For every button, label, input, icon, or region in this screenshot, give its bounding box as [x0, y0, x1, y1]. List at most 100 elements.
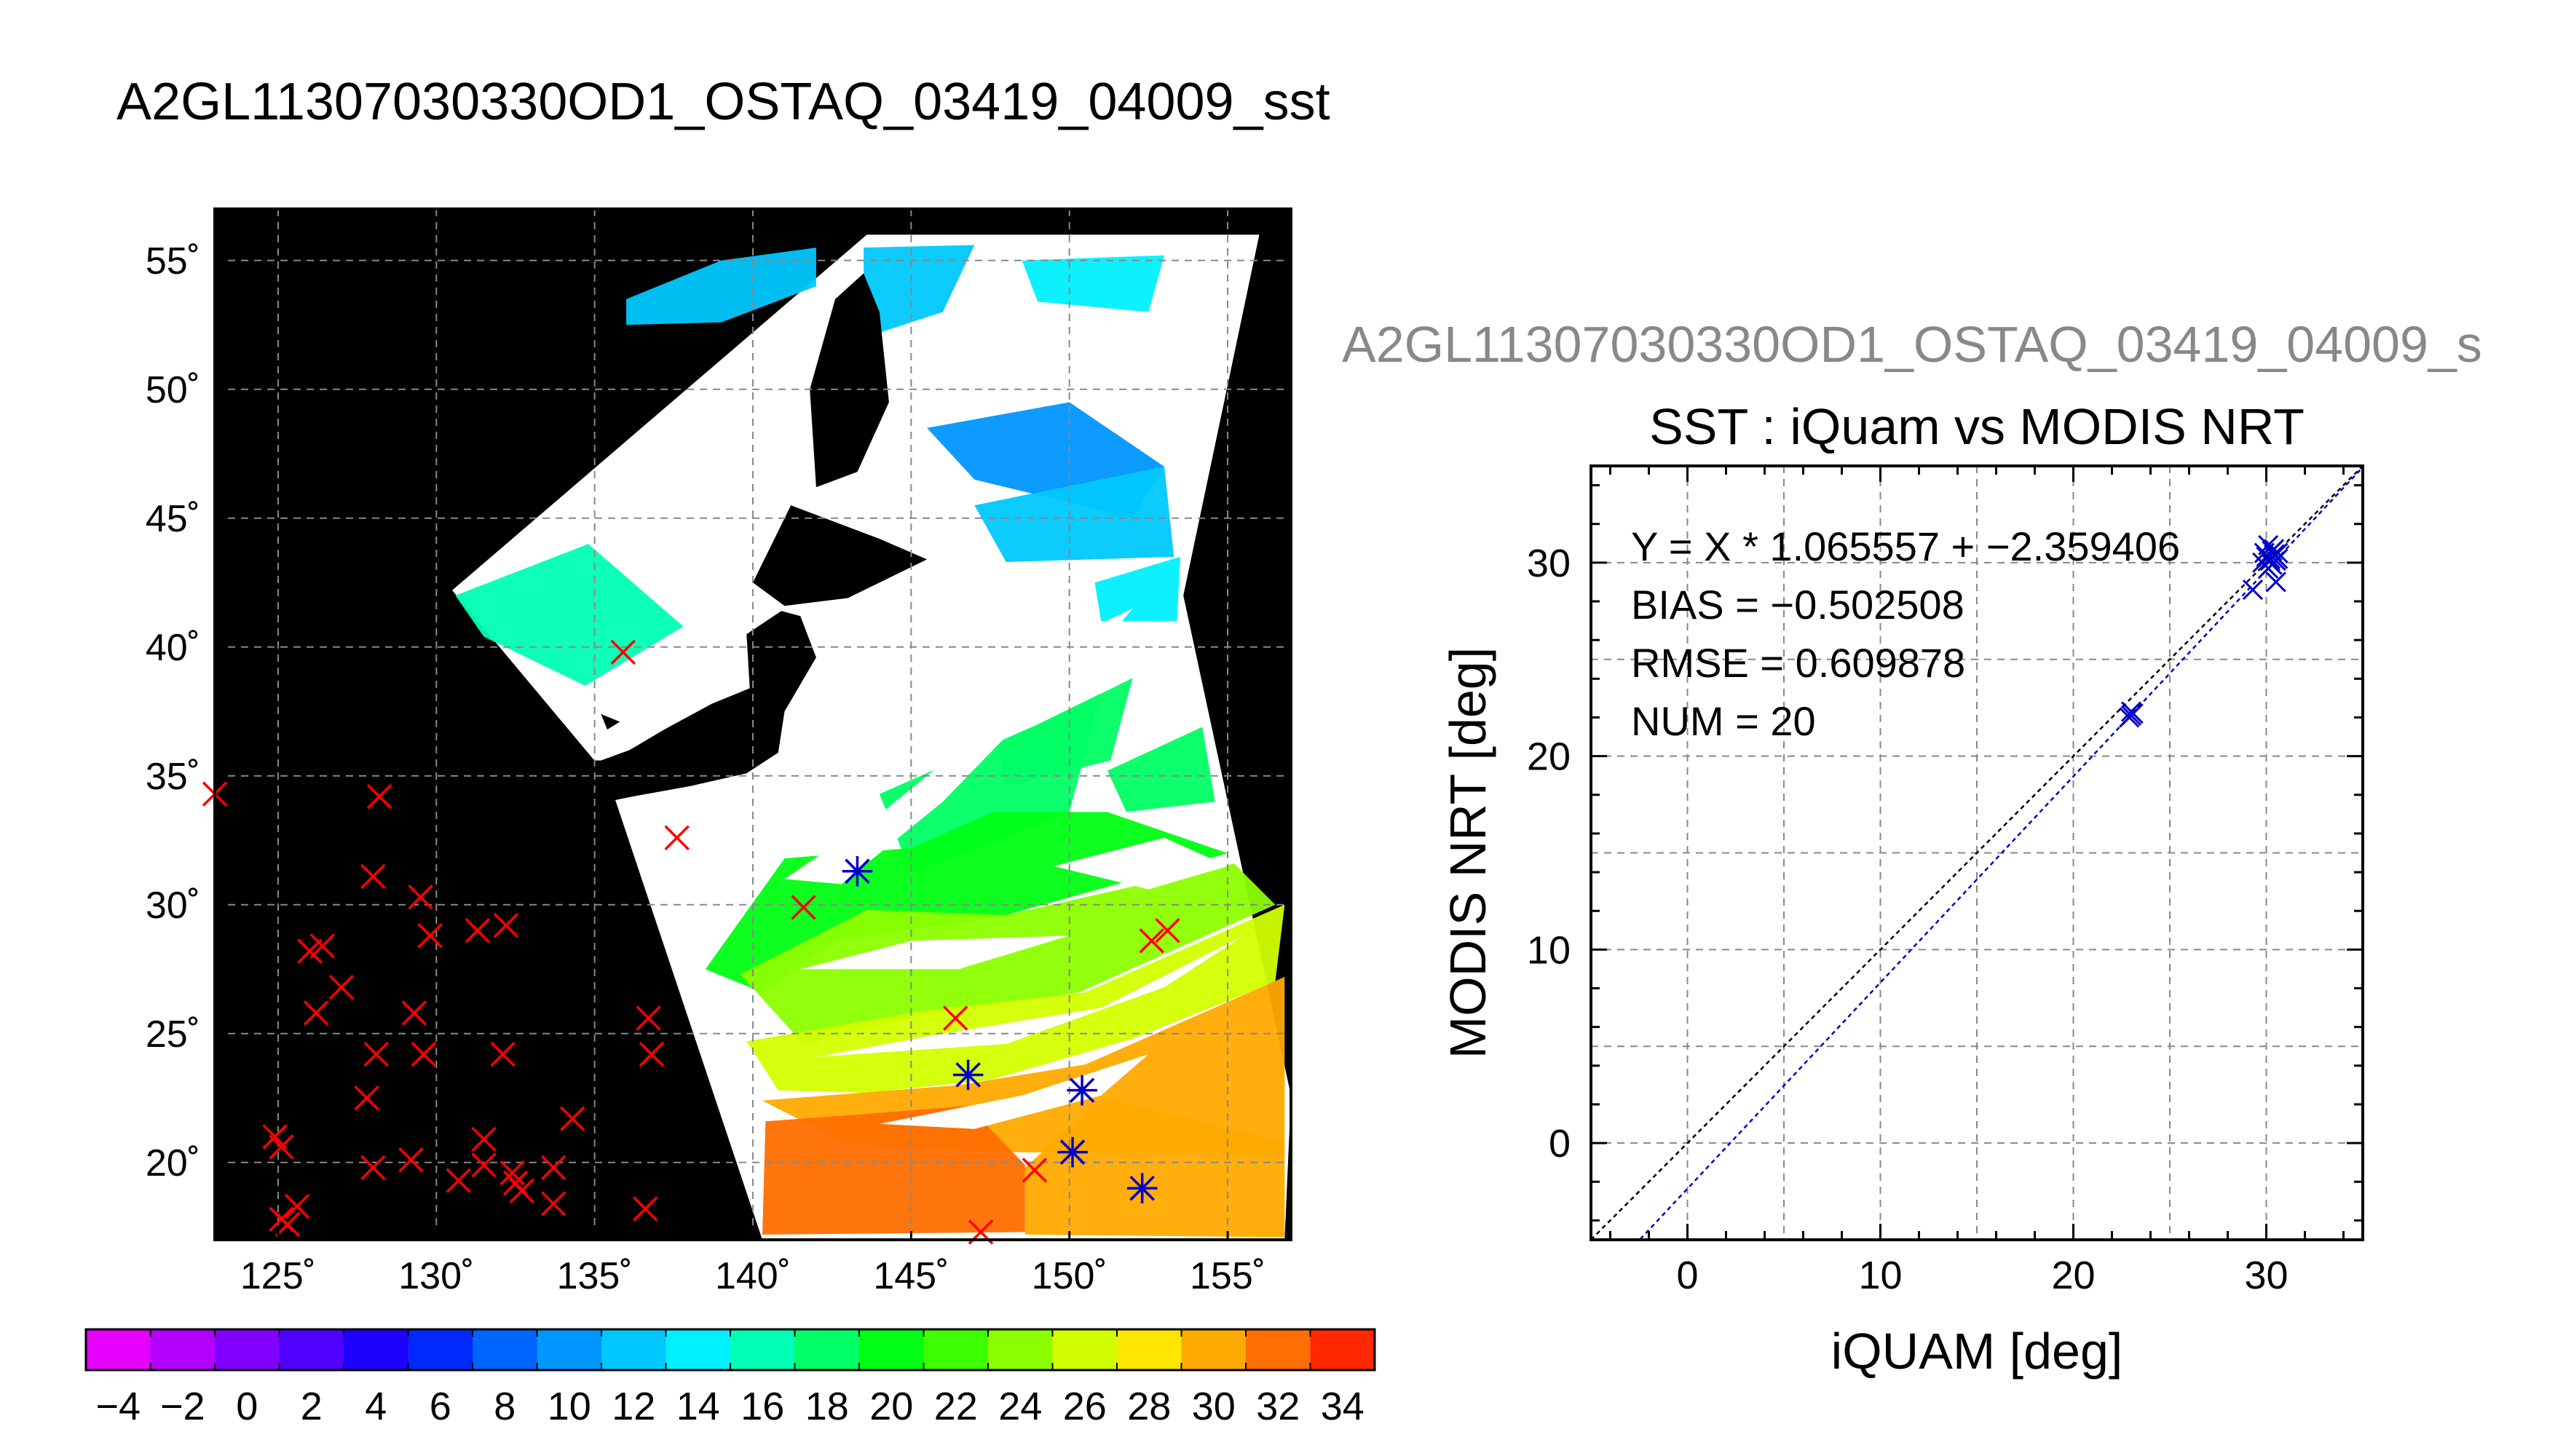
- buoy-marker: [408, 884, 433, 910]
- buoy-marker: [284, 1193, 310, 1219]
- buoy-marker: [471, 1126, 497, 1152]
- colorbar-cell: [730, 1329, 795, 1370]
- matchup-marker: [1057, 1136, 1088, 1168]
- sst-map: 125˚ 130˚ 135˚ 140˚ 145˚ 150˚ 155˚ 20˚ 25˚ 30˚ 35˚…: [146, 207, 1292, 1297]
- y-tick-label: 20: [1527, 735, 1571, 779]
- lon-tick-label: 125˚: [240, 1255, 316, 1297]
- colorbar-label: 8: [494, 1385, 516, 1428]
- cloud-area: [800, 935, 1070, 970]
- buoy-marker: [942, 1005, 968, 1031]
- y-tick-label: 30: [1527, 542, 1571, 585]
- sst-band: [1094, 556, 1180, 622]
- num-text: NUM = 20: [1631, 698, 1816, 744]
- colorbar-cell: [923, 1329, 989, 1370]
- colorbar-label: 28: [1127, 1385, 1171, 1428]
- fit-equation: Y = X * 1.065557 + −2.359406: [1631, 523, 2180, 569]
- colorbar-label: −2: [160, 1385, 205, 1428]
- sst-band: [879, 693, 1102, 874]
- colorbar-cell: [473, 1329, 537, 1370]
- colorbar-label: 16: [741, 1385, 784, 1428]
- lat-tick-label: 55˚: [146, 240, 200, 282]
- data-point: [2265, 571, 2286, 593]
- colorbar-cell: [86, 1329, 151, 1370]
- colorbar-cell: [666, 1329, 731, 1370]
- lat-tick-label: 40˚: [146, 627, 200, 669]
- buoy-marker: [1022, 1158, 1048, 1183]
- buoy-marker: [471, 1152, 497, 1178]
- lon-tick-label: 140˚: [715, 1255, 791, 1297]
- lon-tick-label: 145˚: [873, 1255, 949, 1297]
- land-area: [518, 786, 588, 833]
- colorbar-cell: [1181, 1329, 1247, 1370]
- x-tick-label: 30: [2244, 1254, 2288, 1297]
- colorbar-cell: [794, 1329, 860, 1370]
- colorbar-cell: [344, 1329, 408, 1370]
- scatter-plot: A2GL11307030330OD1_OSTAQ_03419_04009_s SS…: [1342, 316, 2482, 1380]
- buoy-marker: [639, 1041, 665, 1067]
- x-axis-label: iQUAM [deg]: [1831, 1323, 2123, 1380]
- y-axis-label: MODIS NRT [deg]: [1440, 647, 1496, 1059]
- colorbar-cell: [1117, 1329, 1182, 1370]
- bias-text: BIAS = −0.502508: [1631, 582, 1964, 628]
- colorbar-cell: [988, 1329, 1053, 1370]
- buoy-marker: [610, 639, 636, 665]
- colorbar-label: 4: [365, 1385, 387, 1428]
- colorbar-label: 20: [869, 1385, 913, 1428]
- buoy-marker: [540, 1155, 566, 1181]
- buoy-marker: [632, 1196, 658, 1222]
- data-point: [2267, 542, 2289, 563]
- buoy-marker: [493, 912, 519, 938]
- sst-band: [1107, 727, 1215, 812]
- colorbar-cell: [601, 1329, 666, 1370]
- buoy-marker: [559, 1106, 585, 1131]
- colorbar-cell: [279, 1329, 344, 1370]
- land-area: [810, 273, 889, 488]
- buoy-marker: [446, 1168, 471, 1193]
- x-tick-label: 0: [1676, 1254, 1698, 1297]
- colorbar-frame: [84, 1328, 1376, 1372]
- lat-tick-label: 30˚: [146, 885, 200, 927]
- lat-tick-label: 20˚: [146, 1142, 200, 1184]
- sst-band: [762, 1105, 1025, 1235]
- cloud-area: [784, 703, 1038, 885]
- sst-band: [1024, 1098, 1285, 1238]
- colorbar-label: 6: [430, 1385, 451, 1428]
- buoy-marker: [360, 863, 386, 890]
- x-tick-label: 20: [2051, 1254, 2095, 1297]
- lon-tick-label: 150˚: [1032, 1255, 1107, 1297]
- matchup-marker: [1067, 1075, 1097, 1106]
- sst-band: [626, 248, 816, 325]
- buoy-marker: [411, 1041, 437, 1067]
- buoy-marker: [328, 974, 355, 1000]
- colorbar-cell: [537, 1329, 602, 1370]
- scatter-suptitle: A2GL11307030330OD1_OSTAQ_03419_04009_s: [1342, 316, 2482, 373]
- x-tick-label: 10: [1858, 1254, 1902, 1297]
- colorbar: −4 −2 0 2 4 6 8 10 12 14 16 18 20 22 24 26 28 30 32 34: [84, 1328, 1376, 1428]
- buoy-marker: [540, 1191, 566, 1216]
- matchup-marker: [842, 855, 873, 887]
- colorbar-label: 14: [676, 1385, 720, 1428]
- y-tick-label: 10: [1527, 928, 1571, 972]
- matchup-marker: [952, 1059, 984, 1091]
- buoy-marker: [398, 1147, 424, 1173]
- colorbar-cell: [1310, 1329, 1375, 1370]
- lat-tick-label: 25˚: [146, 1013, 200, 1056]
- sst-band: [1022, 255, 1165, 312]
- colorbar-cell: [215, 1329, 280, 1370]
- buoy-marker: [366, 783, 392, 810]
- fit-line: [1638, 466, 2363, 1240]
- colorbar-cell: [1246, 1329, 1311, 1370]
- identity-line: [1591, 466, 2363, 1240]
- colorbar-label: 24: [998, 1385, 1042, 1428]
- sst-band: [974, 467, 1174, 562]
- colorbar-label: 34: [1321, 1385, 1365, 1428]
- buoy-marker: [269, 1134, 294, 1160]
- colorbar-label: 0: [236, 1385, 258, 1428]
- buoy-marker: [465, 917, 491, 943]
- buoy-marker: [509, 1178, 534, 1203]
- colorbar-label: 26: [1063, 1385, 1107, 1428]
- buoy-marker: [1155, 917, 1180, 943]
- buoy-marker: [297, 938, 323, 964]
- buoy-marker: [275, 1211, 301, 1237]
- matchup-marker: [1126, 1173, 1158, 1203]
